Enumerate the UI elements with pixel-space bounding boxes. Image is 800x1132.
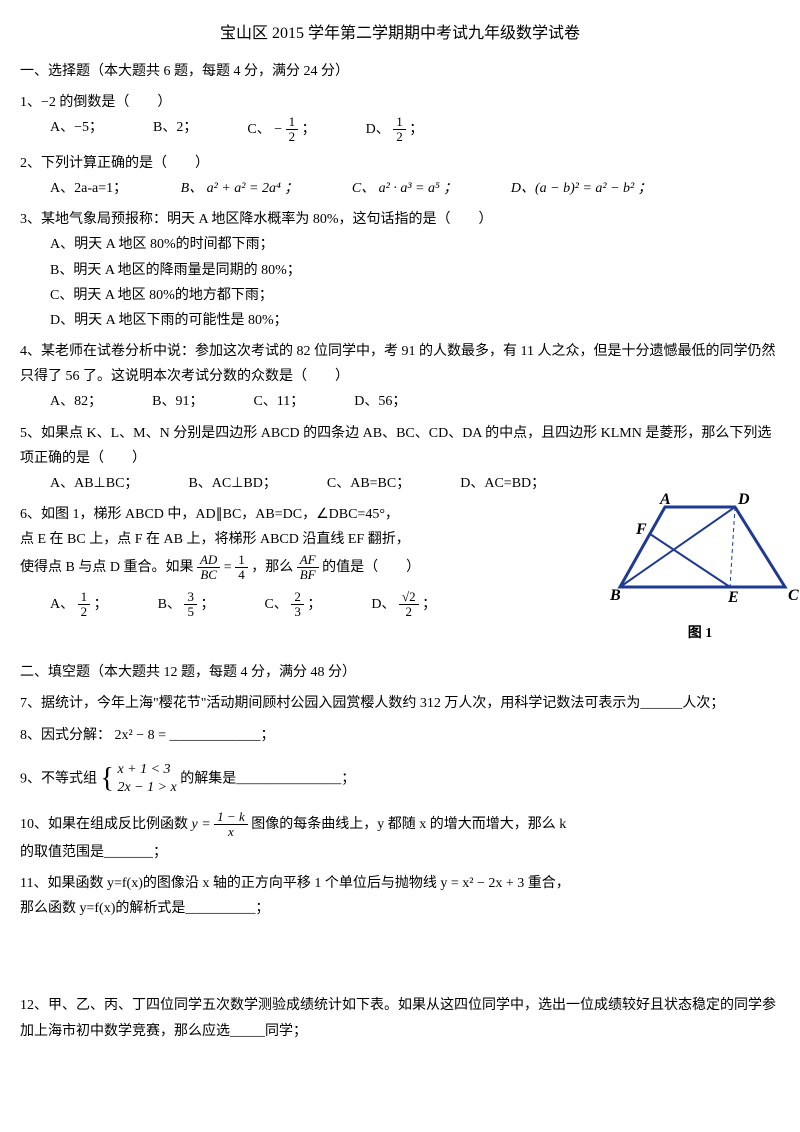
q2-optB: B、 a² + a² = 2a⁴ ； — [181, 181, 299, 196]
q5-optC: C、AB=BC； — [327, 471, 410, 496]
q1-stem: 1、−2 的倒数是（ ） — [20, 90, 780, 115]
question-9: 9、不等式组 { x + 1 < 3 2x − 1 > x 的解集是______… — [20, 754, 780, 804]
q5-optB: B、AC⊥BD； — [188, 471, 276, 496]
figure-1-caption: 图 1 — [610, 621, 790, 646]
question-5: 5、如果点 K、L、M、N 分别是四边形 ABCD 的四条边 AB、BC、CD、… — [20, 421, 780, 497]
svg-text:A: A — [659, 492, 671, 508]
q1-optA: A、−5； — [50, 115, 103, 145]
question-8: 8、因式分解： 2x² − 8 = _____________； — [20, 723, 780, 748]
q5-optA: A、AB⊥BC； — [50, 471, 138, 496]
question-2: 2、下列计算正确的是（ ） A、2a-a=1； B、 a² + a² = 2a⁴… — [20, 151, 780, 201]
question-12: 12、甲、乙、丙、丁四位同学五次数学测验成绩统计如下表。如果从这四位同学中，选出… — [20, 993, 780, 1043]
q2-optD: D、(a − b)² = a² − b² ； — [511, 181, 652, 196]
svg-text:D: D — [737, 492, 750, 508]
q4-stem: 4、某老师在试卷分析中说：参加这次考试的 82 位同学中，考 91 的人数最多，… — [20, 339, 780, 389]
section1-heading: 一、选择题（本大题共 6 题，每题 4 分，满分 24 分） — [20, 59, 780, 84]
q2-optA: A、2a-a=1； — [50, 181, 127, 196]
question-4: 4、某老师在试卷分析中说：参加这次考试的 82 位同学中，考 91 的人数最多，… — [20, 339, 780, 415]
svg-text:B: B — [610, 587, 621, 604]
q6-optD: D、 √22 ； — [371, 590, 436, 620]
q5-stem: 5、如果点 K、L、M、N 分别是四边形 ABCD 的四条边 AB、BC、CD、… — [20, 421, 780, 471]
q4-optA: A、82； — [50, 389, 102, 414]
figure-1: A D B C E F 图 1 — [610, 492, 790, 646]
question-1: 1、−2 的倒数是（ ） A、−5； B、2； C、 − 12 ； D、 12 … — [20, 90, 780, 145]
q1-optC: C、 − 12 ； — [247, 115, 315, 145]
q3-optB: B、明天 A 地区的降雨量是同期的 80%； — [50, 258, 400, 283]
svg-text:F: F — [635, 521, 647, 538]
q3-stem: 3、某地气象局预报称：明天 A 地区降水概率为 80%，这句话指的是（ ） — [20, 207, 780, 232]
q3-optD: D、明天 A 地区下雨的可能性是 80%； — [50, 308, 400, 333]
q2-optC: C、 a² · a³ = a⁵ ； — [352, 181, 458, 196]
q6-optB: B、 35 ； — [158, 590, 215, 620]
question-11: 11、如果函数 y=f(x)的图像沿 x 轴的正方向平移 1 个单位后与抛物线 … — [20, 871, 780, 921]
section2-heading: 二、填空题（本大题共 12 题，每题 4 分，满分 48 分） — [20, 660, 780, 685]
q5-optD: D、AC=BD； — [460, 471, 545, 496]
q1-optB: B、2； — [153, 115, 197, 145]
q4-optB: B、91； — [152, 389, 203, 414]
question-3: 3、某地气象局预报称：明天 A 地区降水概率为 80%，这句话指的是（ ） A、… — [20, 207, 780, 333]
q6-optA: A、 12 ； — [50, 590, 108, 620]
q4-optD: D、56； — [354, 389, 406, 414]
q3-optA: A、明天 A 地区 80%的时间都下雨； — [50, 232, 400, 257]
q6-optC: C、 23 ； — [264, 590, 321, 620]
svg-text:C: C — [788, 587, 799, 604]
q1-optD: D、 12 ； — [366, 115, 424, 145]
question-6: A D B C E F 图 1 6、如图 1，梯形 ABCD 中，AD∥BC，A… — [20, 502, 780, 652]
svg-text:E: E — [727, 589, 739, 606]
question-10: 10、如果在组成反比例函数 y = 1 − kx 图像的每条曲线上，y 都随 x… — [20, 810, 780, 865]
q4-optC: C、11； — [253, 389, 304, 414]
q2-stem: 2、下列计算正确的是（ ） — [20, 151, 780, 176]
page-title: 宝山区 2015 学年第二学期期中考试九年级数学试卷 — [20, 20, 780, 49]
question-7: 7、据统计，今年上海"樱花节"活动期间顾村公园入园赏樱人数约 312 万人次，用… — [20, 691, 780, 716]
q3-optC: C、明天 A 地区 80%的地方都下雨； — [50, 283, 400, 308]
